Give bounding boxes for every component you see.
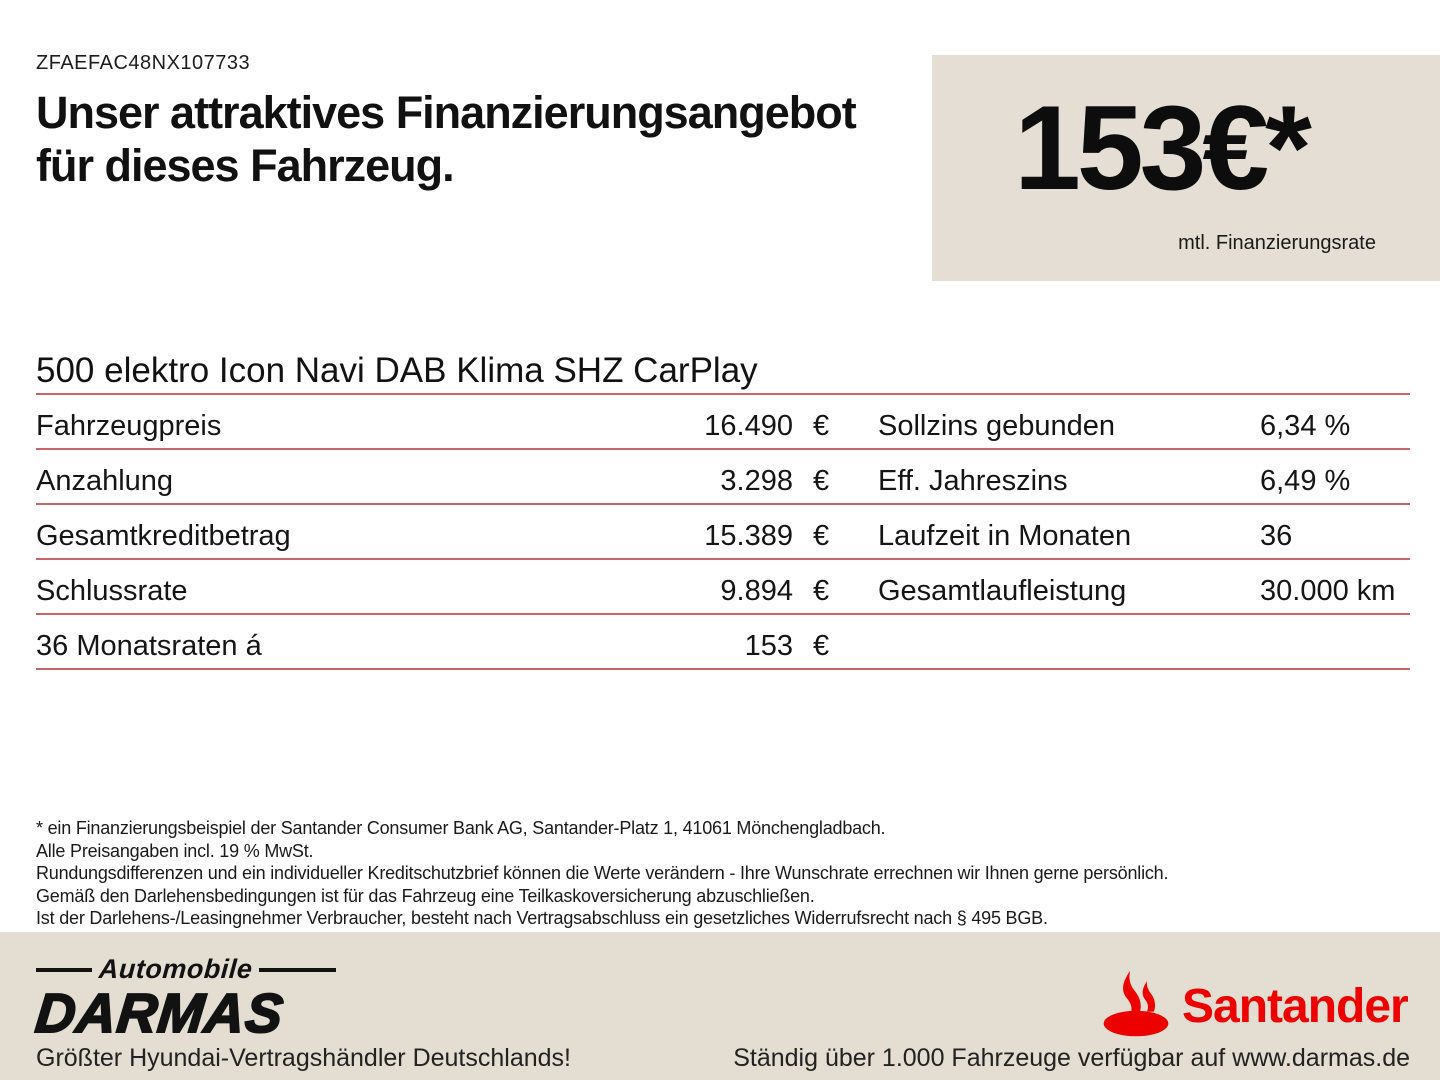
row-label: 36 Monatsraten á xyxy=(36,630,262,662)
row-label: Sollzins gebunden xyxy=(878,410,1116,442)
table-row: Schlussrate 9.894 € Gesamtlaufleistung 3… xyxy=(36,560,1410,615)
table-row: 36 Monatsraten á 153 € xyxy=(36,615,1410,670)
row-label xyxy=(878,663,1260,668)
page-title-line2: für dieses Fahrzeug. xyxy=(36,140,455,191)
row-unit: € xyxy=(813,630,830,662)
row-value: 9.894 xyxy=(720,575,793,607)
row-unit: € xyxy=(813,465,830,497)
row-unit: € xyxy=(813,410,830,442)
darmas-logo-wordmark: DARMAS xyxy=(32,981,288,1045)
monthly-rate-amount: 153€* xyxy=(1014,81,1312,215)
row-value: 3.298 xyxy=(720,465,793,497)
row-label: Schlussrate xyxy=(36,575,188,607)
monthly-rate-box: 153€* mtl. Finanzierungsrate xyxy=(932,55,1440,281)
footer: Automobile DARMAS Größter Hyundai-Vertra… xyxy=(0,932,1440,1080)
disclaimer-line: Ist der Darlehens-/Leasingnehmer Verbrau… xyxy=(36,908,1048,928)
page-title-line1: Unser attraktives Finanzierungsangebot xyxy=(36,87,857,138)
disclaimer-line: * ein Finanzierungsbeispiel der Santande… xyxy=(36,818,886,838)
monthly-rate-caption: mtl. Finanzierungsrate xyxy=(1178,232,1376,254)
row-label: Eff. Jahreszins xyxy=(878,465,1068,497)
table-row: Anzahlung 3.298 € Eff. Jahreszins 6,49 % xyxy=(36,450,1410,505)
row-label: Gesamtlaufleistung xyxy=(878,575,1127,607)
table-row: Fahrzeugpreis 16.490 € Sollzins gebunden… xyxy=(36,395,1410,450)
row-value: 15.389 xyxy=(704,520,793,552)
logo-rule-left xyxy=(36,967,92,972)
row-label: Laufzeit in Monaten xyxy=(878,520,1132,552)
table-row: Gesamtkreditbetrag 15.389 € Laufzeit in … xyxy=(36,505,1410,560)
dealer-tagline: Größter Hyundai-Vertragshändler Deutschl… xyxy=(36,1044,571,1072)
santander-wordmark: Santander xyxy=(1182,980,1409,1033)
row-unit: € xyxy=(813,520,830,552)
santander-logo: Santander xyxy=(1102,970,1409,1043)
row-value: 6,34 % xyxy=(1260,410,1351,442)
row-value: 16.490 xyxy=(704,410,793,442)
disclaimer-text: * ein Finanzierungsbeispiel der Santande… xyxy=(36,817,1406,930)
row-value xyxy=(1260,663,1410,668)
vehicle-title: 500 elektro Icon Navi DAB Klima SHZ CarP… xyxy=(36,351,1410,395)
row-value: 153 xyxy=(744,630,793,662)
row-value: 30.000 km xyxy=(1260,575,1396,607)
logo-rule-right xyxy=(259,967,336,972)
financing-table: 500 elektro Icon Navi DAB Klima SHZ CarP… xyxy=(36,351,1410,670)
vehicle-vin: ZFAEFAC48NX107733 xyxy=(36,52,251,74)
row-label: Gesamtkreditbetrag xyxy=(36,520,291,552)
darmas-logo: Automobile DARMAS xyxy=(32,954,336,1045)
row-label: Fahrzeugpreis xyxy=(36,410,222,442)
disclaimer-line: Gemäß den Darlehensbedingungen ist für d… xyxy=(36,885,815,906)
row-value: 6,49 % xyxy=(1260,465,1351,497)
availability-text: Ständig über 1.000 Fahrzeuge verfügbar a… xyxy=(733,1044,1410,1072)
page-title: Unser attraktives Finanzierungsangebot f… xyxy=(36,86,936,192)
row-value: 36 xyxy=(1260,520,1293,552)
disclaimer-line: Rundungsdifferenzen und ein individuelle… xyxy=(36,863,1169,883)
darmas-logo-top: Automobile xyxy=(36,954,336,985)
row-label: Anzahlung xyxy=(36,465,174,497)
row-unit: € xyxy=(813,575,830,607)
santander-flame-icon xyxy=(1102,970,1170,1043)
disclaimer-line: Alle Preisangaben incl. 19 % MwSt. xyxy=(36,840,314,861)
